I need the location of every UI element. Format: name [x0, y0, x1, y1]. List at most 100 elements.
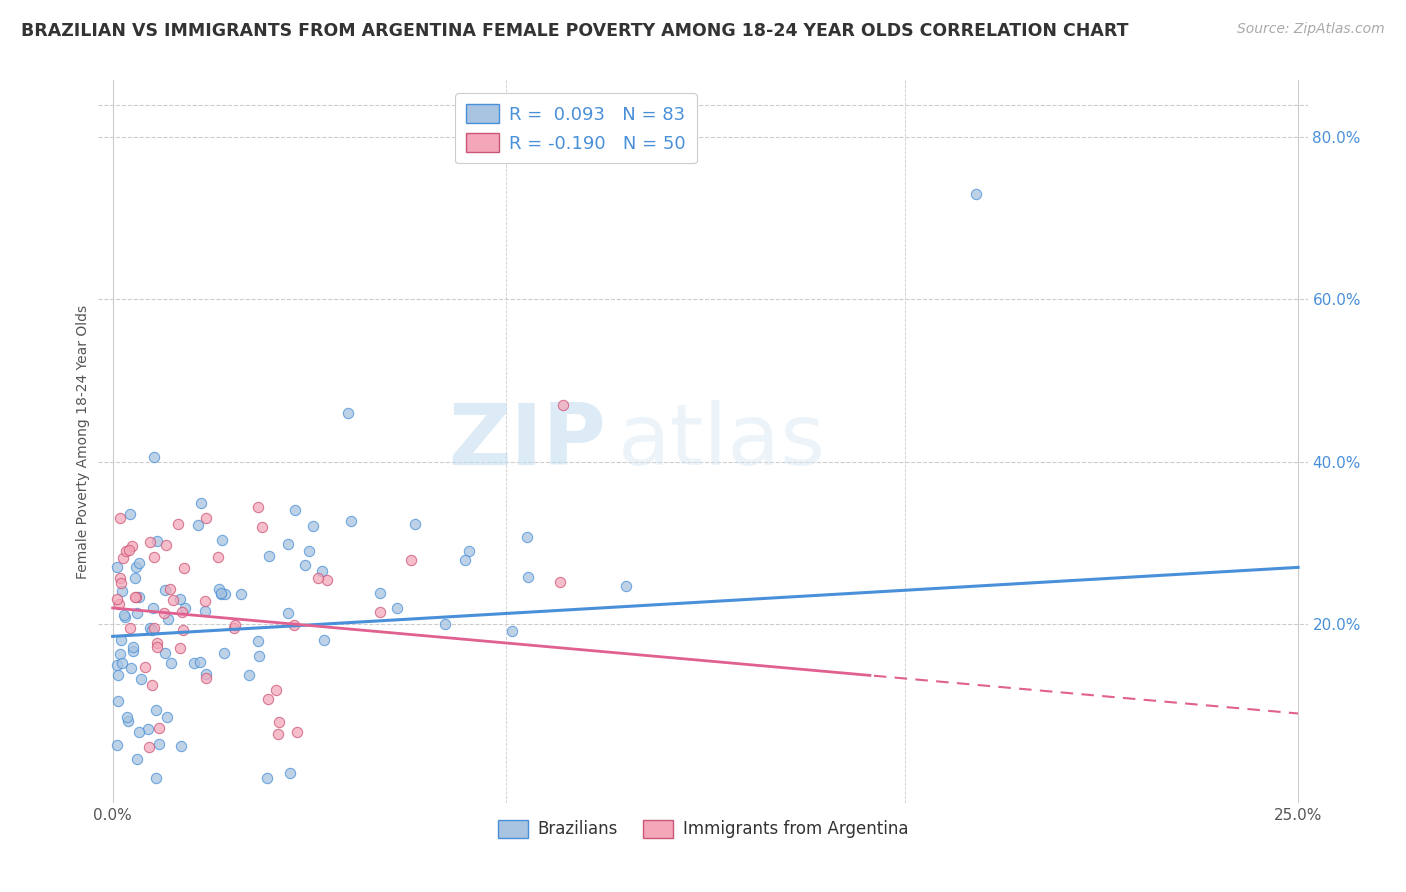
Point: [173, 601, 195, 615]
Point: [195, 511, 218, 525]
Point: [214, 587, 236, 601]
Point: [368, 585, 391, 599]
Point: [212, 646, 235, 660]
Point: [276, 607, 298, 621]
Point: [108, 570, 131, 584]
Point: [117, 710, 139, 724]
Point: [118, 543, 141, 558]
Point: [114, 610, 136, 624]
Point: [548, 574, 571, 589]
Point: [238, 668, 260, 682]
Point: [256, 772, 278, 786]
Point: [107, 694, 129, 708]
Point: [247, 633, 270, 648]
Point: [145, 640, 167, 654]
Point: [121, 640, 143, 654]
Point: [128, 724, 150, 739]
Point: [110, 510, 132, 524]
Y-axis label: Female Poverty Among 18-24 Year Olds: Female Poverty Among 18-24 Year Olds: [76, 304, 90, 579]
Point: [142, 549, 165, 564]
Point: [553, 398, 575, 412]
Point: [297, 544, 319, 558]
Point: [107, 667, 129, 681]
Text: BRAZILIAN VS IMMIGRANTS FROM ARGENTINA FEMALE POVERTY AMONG 18-24 YEAR OLDS CORR: BRAZILIAN VS IMMIGRANTS FROM ARGENTINA F…: [21, 22, 1129, 40]
Point: [194, 593, 217, 607]
Point: [517, 570, 540, 584]
Point: [124, 590, 146, 604]
Point: [162, 593, 184, 607]
Point: [283, 618, 305, 632]
Point: [153, 606, 176, 620]
Point: [169, 640, 191, 655]
Point: [148, 721, 170, 735]
Point: [142, 600, 165, 615]
Point: [117, 714, 139, 729]
Point: [105, 738, 128, 752]
Point: [307, 571, 329, 585]
Point: [399, 553, 422, 567]
Point: [266, 726, 288, 740]
Point: [340, 514, 363, 528]
Point: [616, 579, 638, 593]
Point: [125, 606, 148, 620]
Point: [124, 571, 146, 585]
Point: [128, 590, 150, 604]
Point: [155, 582, 177, 597]
Legend: Brazilians, Immigrants from Argentina: Brazilians, Immigrants from Argentina: [491, 813, 915, 845]
Point: [105, 559, 128, 574]
Point: [187, 518, 209, 533]
Point: [516, 531, 538, 545]
Point: [128, 556, 150, 570]
Point: [112, 550, 135, 565]
Point: [110, 575, 132, 590]
Point: [965, 186, 987, 201]
Point: [141, 678, 163, 692]
Point: [267, 714, 290, 729]
Point: [209, 585, 232, 599]
Point: [368, 605, 391, 619]
Text: atlas: atlas: [619, 400, 827, 483]
Point: [166, 517, 188, 532]
Point: [145, 703, 167, 717]
Point: [120, 661, 142, 675]
Point: [458, 544, 481, 558]
Point: [256, 692, 278, 706]
Point: [111, 583, 134, 598]
Point: [190, 495, 212, 509]
Point: [145, 772, 167, 786]
Point: [105, 658, 128, 673]
Point: [284, 502, 307, 516]
Point: [142, 450, 165, 464]
Point: [110, 633, 132, 648]
Point: [302, 518, 325, 533]
Point: [125, 560, 148, 574]
Point: [105, 591, 128, 606]
Point: [294, 558, 316, 572]
Point: [434, 617, 457, 632]
Point: [277, 537, 299, 551]
Point: [224, 618, 246, 632]
Point: [141, 624, 163, 638]
Point: [136, 723, 159, 737]
Point: [170, 739, 193, 753]
Point: [250, 520, 273, 534]
Point: [172, 623, 194, 637]
Point: [124, 590, 146, 604]
Point: [195, 671, 218, 685]
Point: [285, 724, 308, 739]
Point: [160, 656, 183, 670]
Point: [231, 587, 253, 601]
Point: [211, 533, 233, 547]
Point: [120, 621, 142, 635]
Point: [247, 649, 270, 664]
Point: [115, 544, 138, 558]
Point: [257, 549, 280, 564]
Point: [121, 644, 143, 658]
Point: [129, 672, 152, 686]
Point: [314, 633, 336, 648]
Point: [169, 591, 191, 606]
Point: [121, 539, 143, 553]
Point: [387, 601, 409, 615]
Point: [156, 710, 179, 724]
Point: [148, 737, 170, 751]
